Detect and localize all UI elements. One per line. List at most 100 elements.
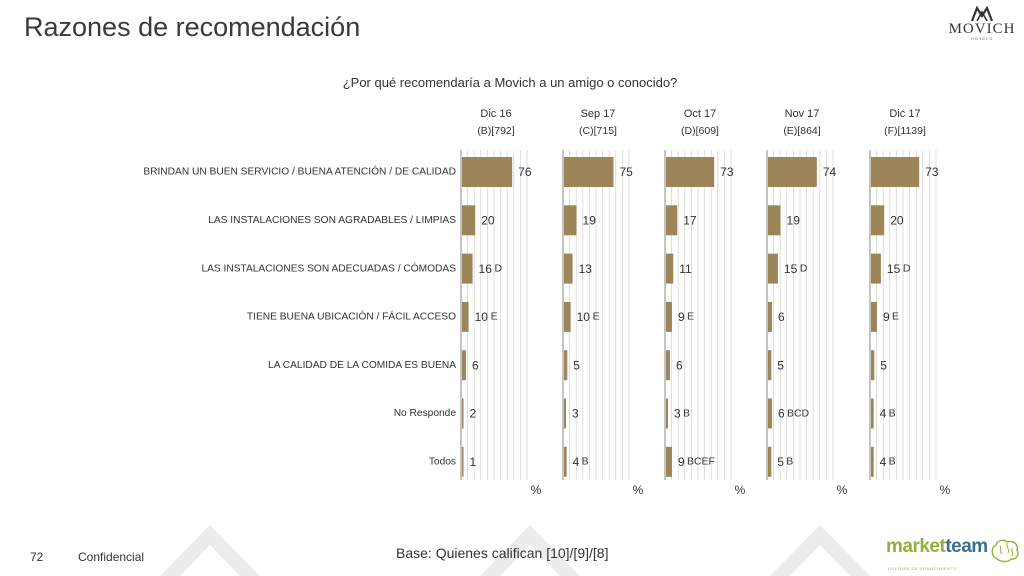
significance-label: B: [786, 456, 793, 468]
category-label: No Responde: [394, 408, 457, 419]
significance-label: E: [892, 311, 899, 323]
bar-value-label: 73: [925, 165, 939, 179]
survey-question: ¿Por qué recomendaría a Movich a un amig…: [0, 75, 1024, 90]
bar-value-label: 9: [678, 310, 685, 324]
significance-label: D: [495, 262, 503, 274]
bar-value-label: 16: [479, 262, 493, 276]
significance-label: E: [593, 311, 600, 323]
significance-label: D: [903, 262, 911, 274]
bar-value-label: 6: [778, 407, 785, 421]
bar: [462, 446, 464, 477]
bar: [768, 205, 781, 236]
decorative-chevron-icon: [160, 525, 260, 576]
marketteam-tagline: CULTURA DE CONOCIMIENTO: [888, 566, 958, 571]
movich-logo: MOVICH HOTELS: [944, 6, 1020, 46]
movich-mark-icon: [970, 6, 994, 22]
bar: [768, 446, 772, 477]
significance-label: BCD: [787, 407, 810, 419]
bar-value-label: 9: [678, 455, 685, 469]
marketteam-logo-word1: market: [886, 536, 946, 557]
category-label: Todos: [429, 456, 456, 467]
page-number: 72: [30, 550, 44, 564]
significance-label: E: [687, 311, 694, 323]
decorative-chevron-icon: [480, 525, 580, 576]
marketteam-logo-word2: team: [945, 536, 988, 557]
bar-value-label: 17: [683, 213, 697, 227]
bar-value-label: 3: [572, 407, 579, 421]
decorative-chevron-icon: [770, 525, 870, 576]
page-title: Razones de recomendación: [24, 12, 361, 42]
bar: [768, 301, 772, 332]
bar: [871, 157, 920, 187]
bar: [666, 446, 672, 477]
panel-header-period: Dic 16: [480, 108, 511, 120]
panel-header-base: (B)[792]: [477, 125, 514, 137]
bar-value-label: 15: [784, 262, 798, 276]
significance-label: BCEF: [687, 456, 715, 468]
panel-header-base: (F)[1139]: [884, 125, 926, 137]
bar: [462, 398, 464, 429]
significance-label: B: [683, 407, 690, 419]
bar: [564, 446, 567, 477]
significance-label: B: [889, 456, 896, 468]
bar: [871, 253, 881, 284]
bar: [666, 253, 674, 284]
bar: [871, 398, 874, 429]
bar-value-label: 9: [883, 310, 890, 324]
bar-value-label: 75: [620, 165, 634, 179]
bar-value-label: 15: [887, 262, 901, 276]
bar: [666, 350, 670, 381]
bar: [462, 301, 469, 332]
bar-value-label: 5: [573, 358, 580, 372]
bar-value-label: 19: [583, 213, 597, 227]
bar-value-label: 5: [777, 358, 784, 372]
bar-value-label: 19: [787, 213, 801, 227]
panel-header-period: Nov 17: [785, 108, 820, 120]
unit-label: %: [531, 483, 542, 497]
bar-value-label: 6: [472, 358, 479, 372]
bar: [564, 253, 573, 284]
bar-value-label: 73: [720, 165, 734, 179]
bar: [564, 205, 577, 236]
bar: [666, 157, 715, 187]
base-note: Base: Quienes califican [10]/[9]/[8]: [396, 545, 609, 561]
bar-value-label: 4: [880, 455, 887, 469]
bar-value-label: 10: [475, 310, 489, 324]
unit-label: %: [837, 483, 848, 497]
panel-header-period: Oct 17: [684, 108, 716, 120]
significance-label: B: [889, 407, 896, 419]
bar: [666, 301, 672, 332]
bar: [871, 350, 875, 381]
category-label: LAS INSTALACIONES SON ADECUADAS / CÓMODA…: [201, 261, 456, 274]
bar: [871, 205, 885, 236]
unit-label: %: [735, 483, 746, 497]
bar: [871, 446, 874, 477]
bar: [564, 301, 571, 332]
bar: [564, 398, 566, 429]
bar-value-label: 10: [577, 310, 591, 324]
significance-label: B: [582, 456, 589, 468]
significance-label: E: [491, 311, 498, 323]
bar-value-label: 11: [679, 262, 692, 276]
bar-value-label: 6: [676, 358, 683, 372]
panel-header-base: (C)[715]: [579, 125, 617, 137]
bar: [768, 398, 772, 429]
bar-value-label: 4: [880, 407, 887, 421]
bar-value-label: 4: [573, 455, 580, 469]
category-label: BRINDAN UN BUEN SERVICIO / BUENA ATENCIÓ…: [143, 165, 456, 178]
bar: [462, 205, 476, 236]
panel-header-base: (D)[609]: [681, 125, 719, 137]
brain-icon: [991, 539, 1019, 563]
panel-header-period: Dic 17: [889, 108, 920, 120]
bar-value-label: 6: [778, 310, 785, 324]
bar-value-label: 2: [470, 407, 477, 421]
category-label: TIENE BUENA UBICACIÓN / FÁCIL ACCESO: [247, 310, 456, 323]
bar: [564, 157, 614, 187]
bar: [768, 253, 778, 284]
marketteam-logo: marketteam CULTURA DE CONOCIMIENTO: [886, 536, 1022, 576]
bar-value-label: 74: [823, 165, 837, 179]
panel-header-base: (E)[864]: [783, 125, 820, 137]
survey-question-text: ¿Por qué recomendaría a Movich a un amig…: [342, 75, 678, 90]
bar-value-label: 76: [518, 165, 532, 179]
